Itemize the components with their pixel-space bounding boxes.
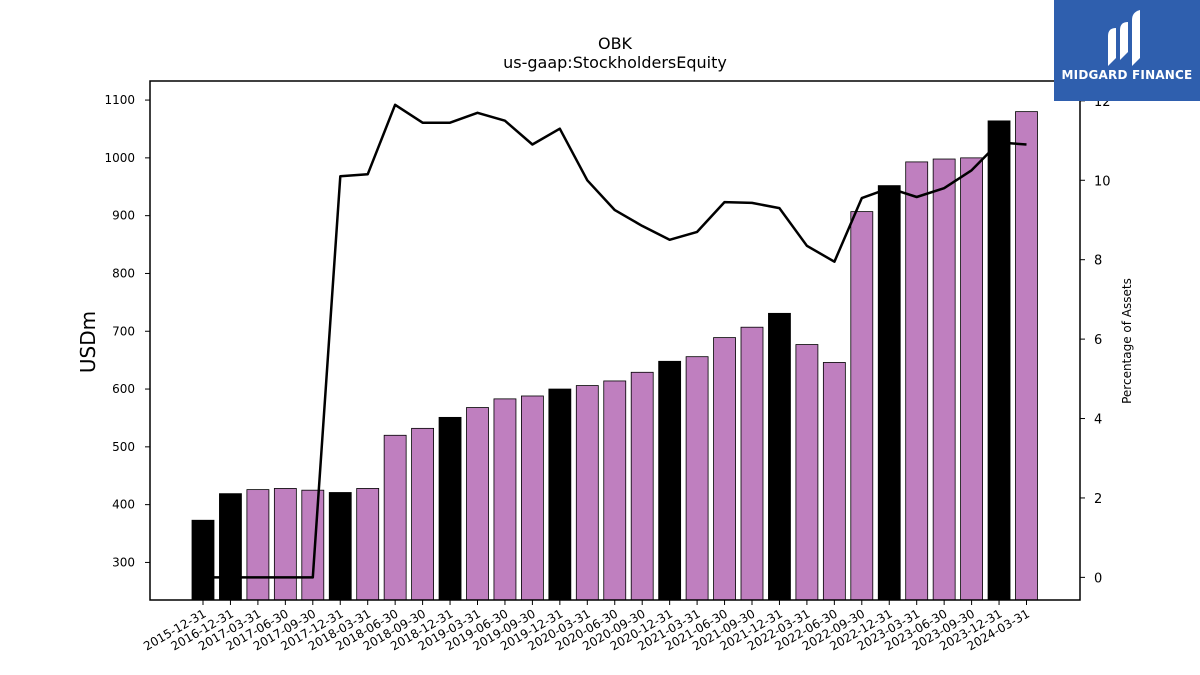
- percentage-of-assets-line: [203, 103, 1027, 579]
- bar-2018-09-30: [411, 427, 435, 601]
- left-tick-label: 600: [112, 382, 135, 396]
- bar-2020-03-31: [575, 385, 599, 601]
- bar-2023-03-31: [905, 161, 929, 601]
- y2-axis-label: Percentage of Assets: [1120, 278, 1134, 404]
- bar-2020-12-31: [658, 360, 682, 601]
- left-tick-label: 300: [112, 555, 135, 569]
- left-tick-label: 900: [112, 209, 135, 223]
- bar-2019-03-31: [466, 407, 489, 601]
- bar-2022-06-30: [822, 362, 846, 601]
- bar-2018-06-30: [383, 434, 407, 601]
- bar-2020-06-30: [603, 380, 627, 601]
- right-tick-label: 4: [1094, 413, 1102, 428]
- bar-2019-06-30: [493, 398, 517, 601]
- bar-2018-12-31: [438, 416, 462, 601]
- bar-2016-12-31: [219, 493, 242, 601]
- logo-icon: [1108, 10, 1140, 66]
- bar-2023-09-30: [960, 157, 983, 601]
- bar-2019-09-30: [521, 395, 544, 601]
- chart-subtitle: us-gaap:StockholdersEquity: [503, 53, 727, 72]
- bar-2023-12-31: [987, 120, 1011, 601]
- left-tick-label: 700: [112, 324, 135, 338]
- bar-2015-12-31: [191, 519, 215, 601]
- x-axis-ticks: 2015-12-312016-12-312017-03-312017-06-30…: [141, 600, 1032, 653]
- right-tick-label: 8: [1094, 254, 1102, 269]
- bar-2017-12-31: [328, 492, 352, 601]
- left-tick-label: 500: [112, 440, 135, 454]
- bar-2017-03-31: [246, 489, 270, 601]
- bar-2022-03-31: [795, 344, 819, 601]
- left-tick-label: 800: [112, 266, 135, 280]
- bar-2021-03-31: [685, 356, 709, 601]
- bar-2017-09-30: [301, 489, 325, 601]
- bar-2022-09-30: [850, 211, 874, 601]
- left-tick-label: 400: [112, 498, 135, 512]
- bar-2022-12-31: [877, 185, 901, 601]
- y-axis-label: USDm: [76, 311, 100, 373]
- bar-2024-03-31: [1015, 111, 1038, 601]
- bar-2020-09-30: [630, 371, 654, 601]
- right-tick-label: 10: [1094, 174, 1111, 189]
- bar-2021-12-31: [768, 312, 791, 601]
- bar-2021-06-30: [713, 337, 736, 601]
- bar-2023-06-30: [932, 158, 956, 601]
- left-tick-label: 1000: [104, 151, 135, 165]
- right-tick-label: 0: [1094, 571, 1102, 586]
- right-tick-label: 6: [1094, 333, 1102, 348]
- left-axis-ticks: 300 400 500 600 700 800 900 1000 1100: [104, 93, 150, 569]
- left-tick-label: 1100: [104, 93, 135, 107]
- bar-2021-09-30: [740, 326, 764, 601]
- bar-2019-12-31: [548, 388, 572, 601]
- logo-text: MIDGARD FINANCE: [1061, 68, 1193, 82]
- midgard-finance-logo: MIDGARD FINANCE: [1054, 0, 1200, 101]
- bar-2017-06-30: [273, 488, 297, 601]
- bar-2018-03-31: [356, 488, 380, 601]
- right-tick-label: 2: [1094, 492, 1102, 507]
- chart-title: OBK: [598, 34, 633, 53]
- bar-series: [191, 111, 1038, 601]
